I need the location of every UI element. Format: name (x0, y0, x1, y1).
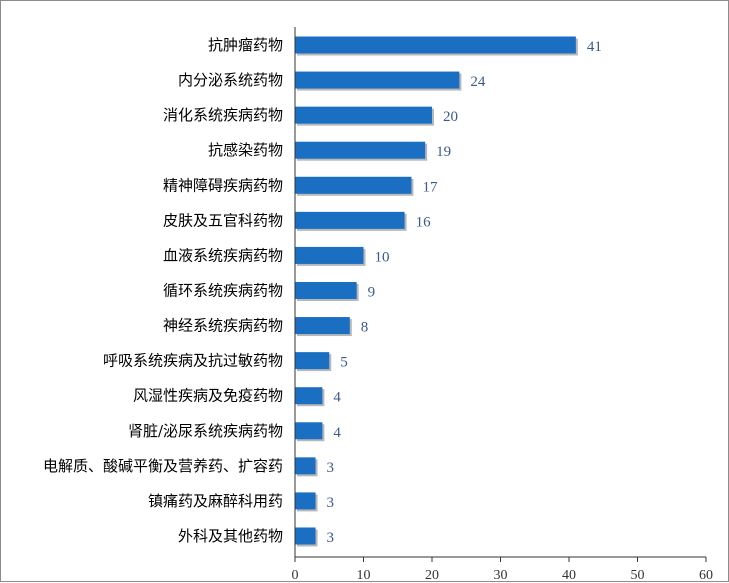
category-label: 皮肤及五官科药物 (163, 211, 283, 229)
bar-8 (295, 281, 357, 299)
bar-6 (295, 211, 405, 229)
category-label: 镇痛药及麻醉科用药 (148, 492, 283, 510)
value-label: 19 (436, 144, 451, 160)
bar-11 (295, 387, 323, 405)
bar-10 (295, 352, 330, 370)
bar-3 (295, 106, 432, 124)
category-label: 肾脏/泌尿系统疾病药物 (128, 422, 283, 440)
value-label: 9 (368, 284, 376, 300)
category-labels: 抗肿瘤药物内分泌系统药物消化系统疾病药物抗感染药物精神障碍疾病药物皮肤及五官科药… (43, 36, 283, 545)
value-label: 8 (361, 320, 369, 336)
bars-layer (295, 36, 578, 547)
category-label: 血液系统疾病药物 (163, 246, 283, 264)
category-label: 风湿性疾病及免疫药物 (133, 387, 283, 405)
value-label: 24 (470, 74, 486, 90)
value-label: 16 (416, 214, 432, 230)
bar-14 (295, 492, 316, 510)
bar-5 (295, 176, 412, 194)
value-label: 41 (587, 39, 602, 55)
x-tick-label: 30 (494, 568, 508, 583)
value-labels: 41 24 20 19 17 16 10 9 8 5 4 4 3 3 3 (327, 39, 602, 546)
category-label: 抗感染药物 (208, 141, 283, 159)
bar-2 (295, 71, 460, 89)
category-label: 消化系统疾病药物 (163, 106, 283, 124)
category-label: 抗肿瘤药物 (208, 36, 283, 54)
bar-4 (295, 141, 426, 159)
value-label: 3 (327, 530, 335, 546)
category-label: 外科及其他药物 (178, 527, 283, 545)
x-axis: 0 10 20 30 40 50 60 (292, 27, 713, 583)
x-tick-label: 0 (292, 568, 299, 583)
x-tick-label: 40 (562, 568, 576, 583)
category-label: 电解质、酸碱平衡及营养药、扩容药 (43, 457, 283, 475)
x-tick-label: 10 (357, 568, 371, 583)
bar-12 (295, 422, 323, 440)
category-label: 神经系统疾病药物 (163, 317, 283, 335)
value-label: 3 (327, 460, 335, 476)
x-tick-label: 50 (631, 568, 645, 583)
category-label: 呼吸系统疾病及抗过敏药物 (103, 352, 283, 370)
value-label: 20 (443, 109, 458, 125)
category-label: 精神障碍疾病药物 (163, 176, 283, 194)
category-label: 内分泌系统药物 (178, 71, 283, 89)
bar-15 (295, 527, 316, 545)
bar-13 (295, 457, 316, 475)
value-label: 17 (422, 179, 438, 195)
bar-9 (295, 317, 350, 335)
bar-7 (295, 246, 364, 264)
value-label: 5 (340, 355, 348, 371)
value-label: 4 (333, 390, 341, 406)
x-tick-label: 20 (425, 568, 439, 583)
x-tick-label: 60 (699, 568, 713, 583)
value-label: 10 (375, 249, 390, 265)
category-label: 循环系统疾病药物 (163, 281, 283, 299)
value-label: 3 (327, 495, 335, 511)
value-label: 4 (333, 425, 341, 441)
bar-1 (295, 36, 576, 54)
